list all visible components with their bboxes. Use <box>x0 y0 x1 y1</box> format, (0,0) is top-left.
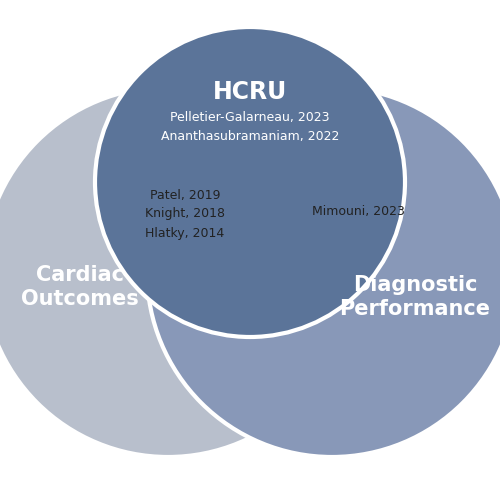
Text: Mimouni, 2023: Mimouni, 2023 <box>312 205 404 218</box>
Text: Pelletier-Galarneau, 2023
Ananthasubramaniam, 2022: Pelletier-Galarneau, 2023 Ananthasubrama… <box>161 111 339 143</box>
Circle shape <box>147 87 500 457</box>
Circle shape <box>0 87 353 457</box>
Circle shape <box>95 27 405 337</box>
Text: Diagnostic
Performance: Diagnostic Performance <box>340 275 490 320</box>
Text: Patel, 2019
Knight, 2018
Hlatky, 2014: Patel, 2019 Knight, 2018 Hlatky, 2014 <box>145 188 225 240</box>
Text: Cardiac
Outcomes: Cardiac Outcomes <box>21 265 139 309</box>
Text: HCRU: HCRU <box>213 80 287 104</box>
